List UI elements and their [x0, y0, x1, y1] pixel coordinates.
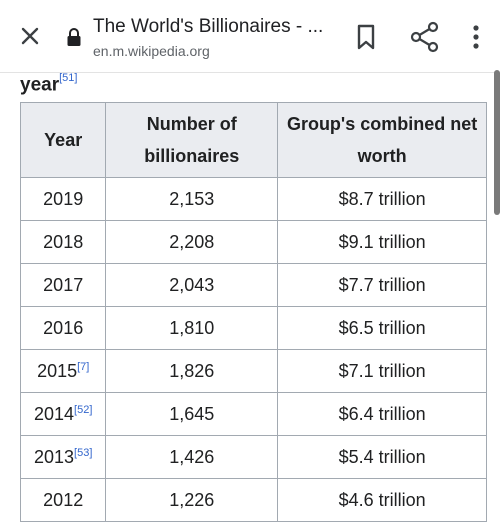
browser-toolbar: The World's Billionaires - ... en.m.wiki… — [0, 0, 500, 73]
year-value: 2016 — [43, 317, 84, 338]
cell-year: 2018 — [19, 220, 107, 264]
bookmark-icon — [357, 24, 375, 50]
table-row: 2017 2,043 $7.7 trillion — [19, 263, 487, 307]
cell-combined-net-worth: $6.4 trillion — [277, 392, 487, 436]
cell-number-of-billionaires: 1,645 — [105, 392, 279, 436]
billionaires-table: Year Number of billionaires Group's comb… — [19, 102, 487, 522]
table-row: 2014[52] 1,645 $6.4 trillion — [19, 392, 487, 436]
cell-combined-net-worth: $5.4 trillion — [277, 435, 487, 479]
scrollbar[interactable] — [494, 70, 500, 215]
cell-year: 2013[53] — [19, 435, 107, 479]
cell-year: 2019 — [19, 177, 107, 221]
cell-year: 2017 — [19, 263, 107, 307]
table-row: 2018 2,208 $9.1 trillion — [19, 220, 487, 264]
cell-combined-net-worth: $7.7 trillion — [277, 263, 487, 307]
more-vert-icon — [473, 25, 479, 49]
cell-combined-net-worth: $9.1 trillion — [277, 220, 487, 264]
cell-number-of-billionaires: 1,226 — [105, 478, 279, 522]
cell-number-of-billionaires: 1,426 — [105, 435, 279, 479]
page-url: en.m.wikipedia.org — [93, 43, 210, 59]
cell-year: 2014[52] — [19, 392, 107, 436]
table-row: 2012 1,226 $4.6 trillion — [19, 478, 487, 522]
year-value: 2019 — [43, 188, 84, 209]
cell-combined-net-worth: $6.5 trillion — [277, 306, 487, 350]
table-row: 2016 1,810 $6.5 trillion — [19, 306, 487, 350]
cell-combined-net-worth: $8.7 trillion — [277, 177, 487, 221]
year-value: 2015 — [37, 360, 78, 381]
table-caption: year[51] — [20, 72, 78, 96]
reference-link[interactable]: [7] — [77, 360, 90, 373]
year-value: 2018 — [43, 231, 84, 252]
cell-number-of-billionaires: 2,153 — [105, 177, 279, 221]
table-row: 2013[53] 1,426 $5.4 trillion — [19, 435, 487, 479]
year-value: 2013 — [34, 446, 75, 467]
more-options-button[interactable] — [466, 20, 486, 54]
reference-link[interactable]: [53] — [74, 446, 93, 459]
reference-link[interactable]: [52] — [74, 403, 93, 416]
cell-combined-net-worth: $4.6 trillion — [277, 478, 487, 522]
cell-year: 2015[7] — [19, 349, 107, 393]
share-icon — [410, 21, 439, 53]
caption-text: year — [20, 74, 60, 96]
table-row: 2019 2,153 $8.7 trillion — [19, 177, 487, 221]
cell-number-of-billionaires: 2,043 — [105, 263, 279, 307]
close-icon — [21, 27, 39, 45]
header-combined-net-worth: Group's combined net worth — [277, 102, 487, 178]
cell-combined-net-worth: $7.1 trillion — [277, 349, 487, 393]
header-number-of-billionaires: Number of billionaires — [105, 102, 279, 178]
page-title: The World's Billionaires - ... — [93, 16, 324, 37]
table-row: 2015[7] 1,826 $7.1 trillion — [19, 349, 487, 393]
close-button[interactable] — [14, 20, 46, 52]
caption-reference-link[interactable]: [51] — [59, 72, 78, 84]
table-header-row: Year Number of billionaires Group's comb… — [19, 102, 487, 178]
cell-year: 2012 — [19, 478, 107, 522]
share-button[interactable] — [408, 20, 442, 54]
cell-number-of-billionaires: 2,208 — [105, 220, 279, 264]
year-value: 2014 — [34, 403, 75, 424]
cell-year: 2016 — [19, 306, 107, 350]
bookmark-button[interactable] — [352, 22, 380, 52]
year-value: 2017 — [43, 274, 84, 295]
year-value: 2012 — [43, 489, 84, 510]
header-year: Year — [19, 102, 107, 178]
cell-number-of-billionaires: 1,810 — [105, 306, 279, 350]
cell-number-of-billionaires: 1,826 — [105, 349, 279, 393]
lock-icon — [67, 28, 81, 46]
